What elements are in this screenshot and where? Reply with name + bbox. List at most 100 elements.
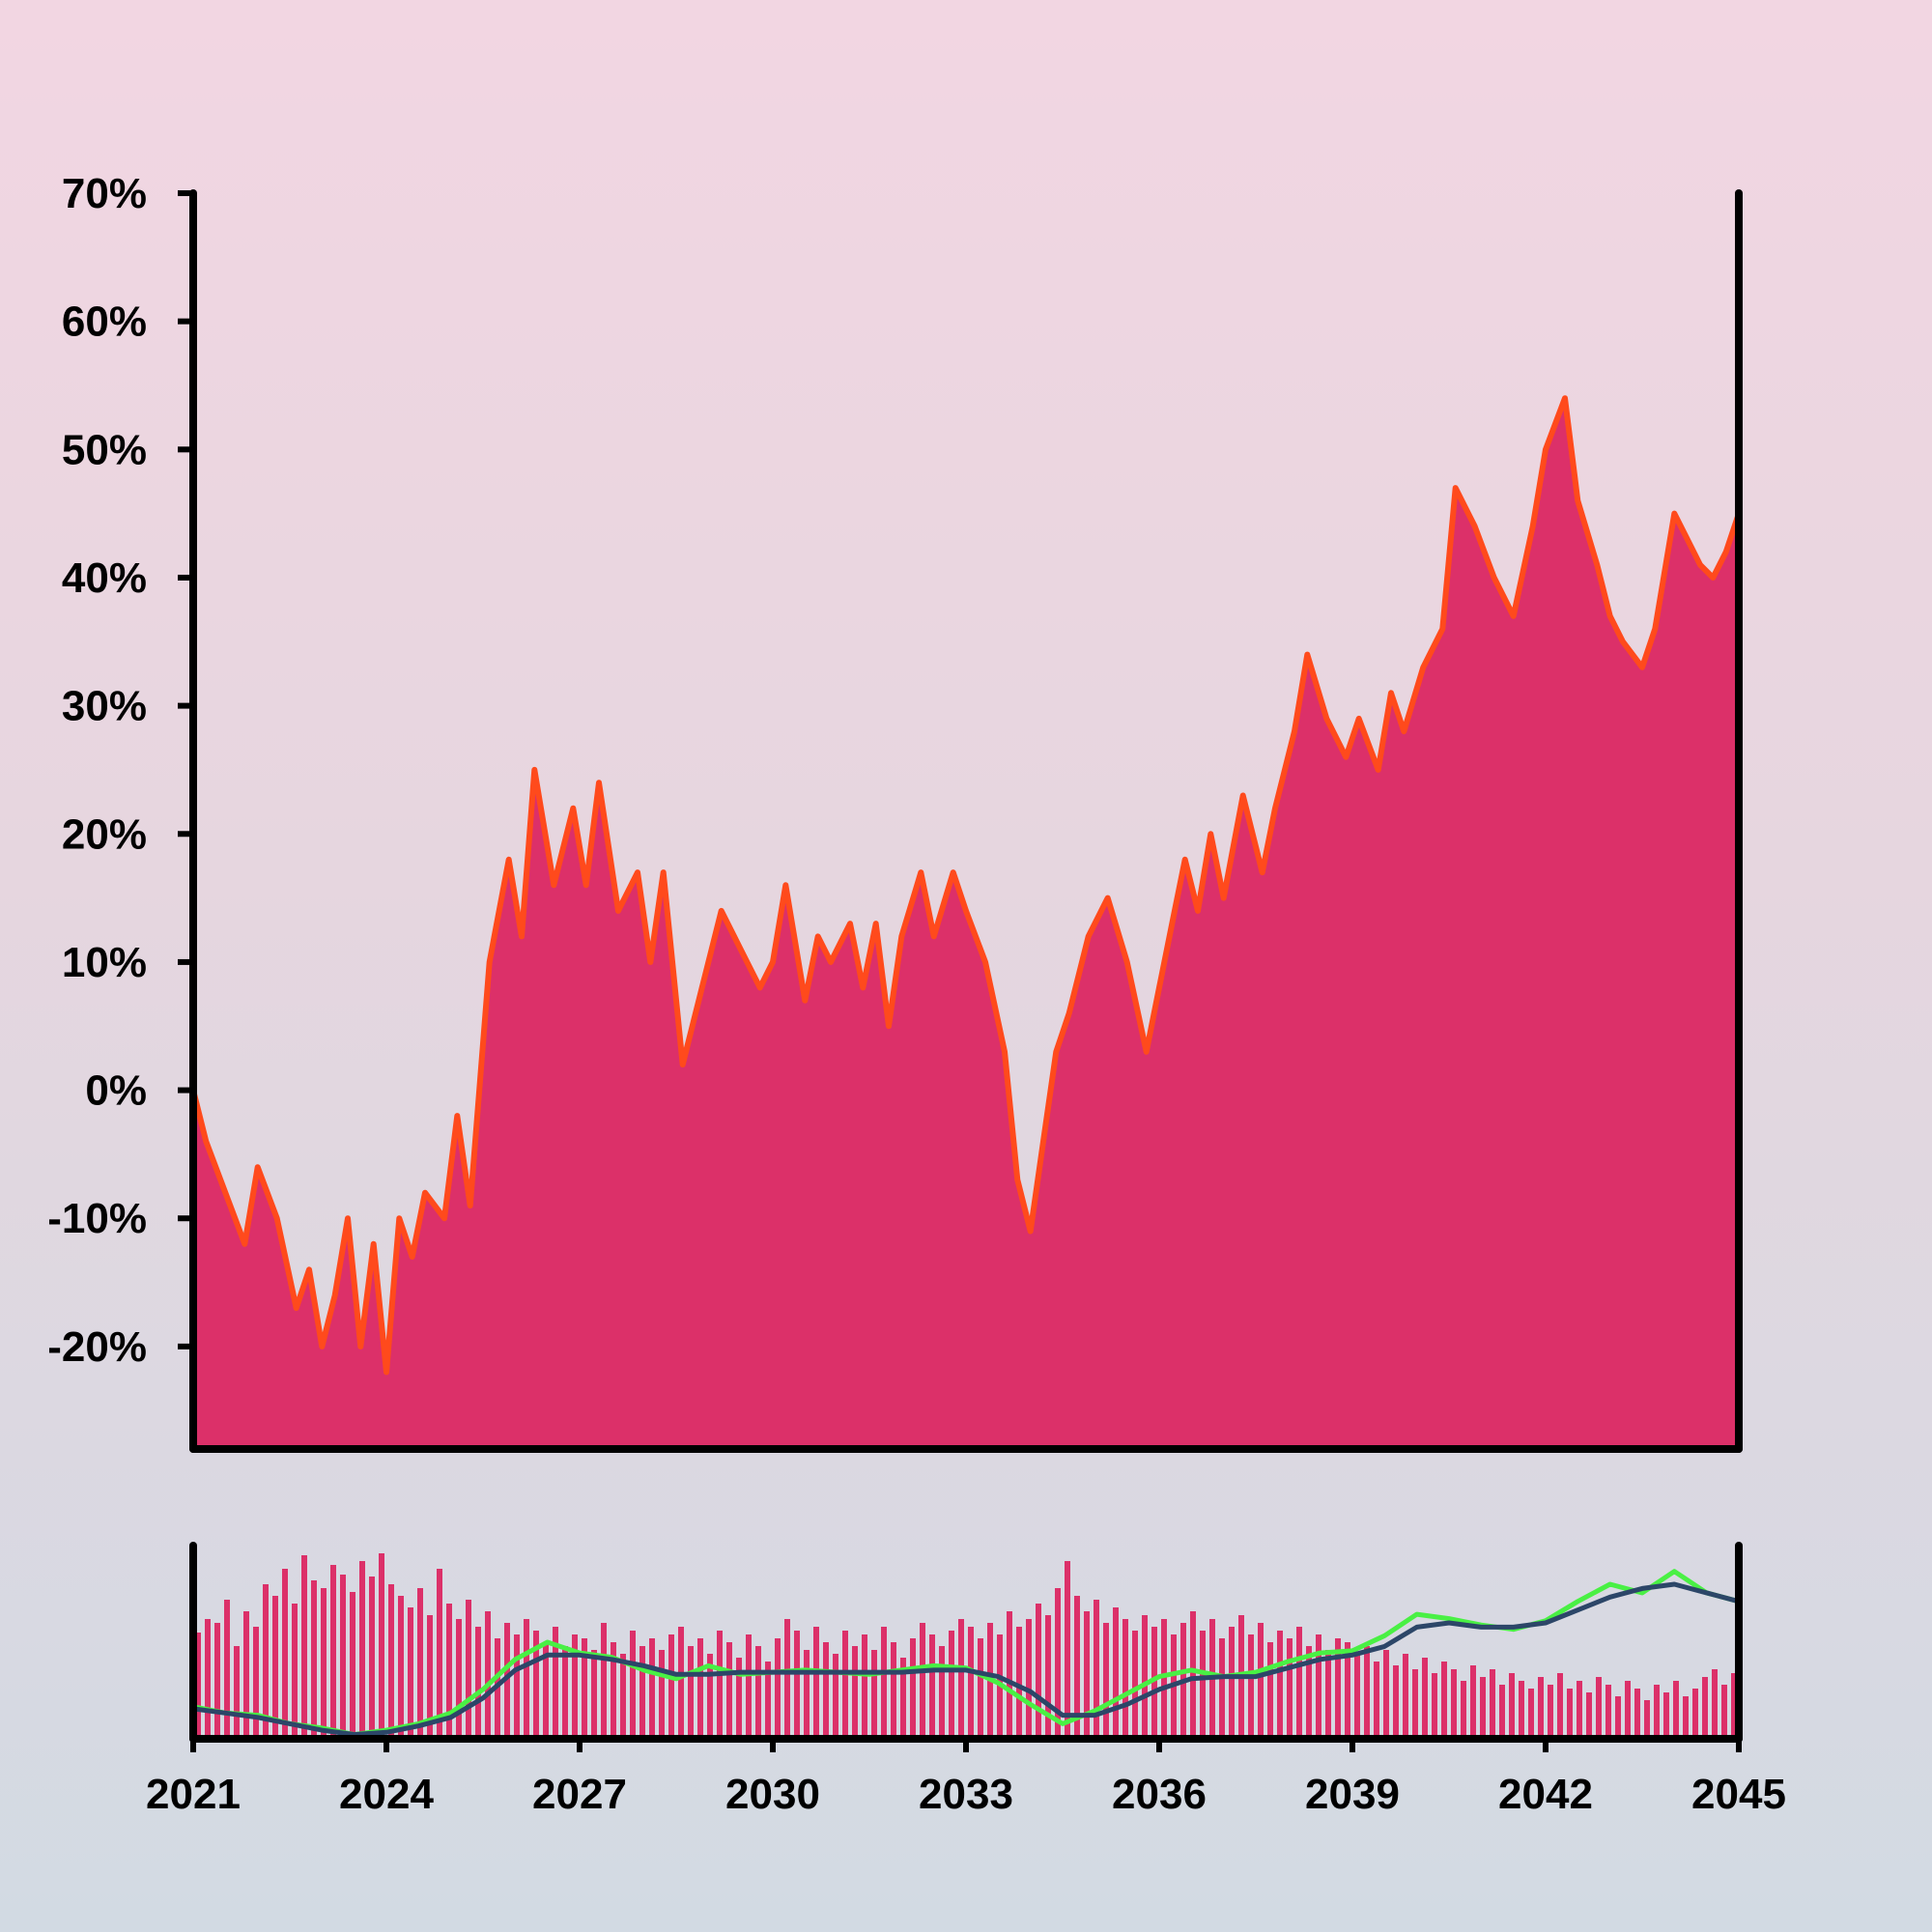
volume-bar [1441,1662,1447,1739]
volume-bar [1074,1596,1080,1739]
volume-bar [1403,1654,1408,1739]
volume-bar [900,1658,906,1739]
volume-bar [446,1604,452,1739]
volume-bar [1412,1669,1418,1739]
volume-bar [553,1627,558,1739]
volume-bar [1634,1689,1640,1739]
volume-bar [1084,1611,1090,1739]
volume-bar [350,1592,355,1739]
volume-bar [1065,1561,1070,1739]
volume-bar [833,1654,838,1739]
volume-bar [1296,1627,1302,1739]
x-tick-label: 2036 [1112,1771,1207,1818]
volume-bar [272,1596,278,1739]
volume-bar [1354,1654,1360,1739]
y-tick-label: 70% [62,170,147,217]
volume-bar [524,1619,529,1739]
volume-bar [1605,1685,1611,1739]
x-tick-label: 2024 [339,1771,434,1818]
volume-bar [649,1638,655,1739]
volume-bar [1557,1673,1563,1739]
volume-panel [189,1542,1743,1743]
y-axis: -20% -10% 0% 10% 20% 30% 40% 50% 60% 70% [47,170,193,1371]
volume-bar [978,1638,983,1739]
volume-bar [842,1631,848,1739]
volume-bar [292,1604,298,1739]
volume-bar [562,1646,568,1739]
volume-bar [1509,1673,1515,1739]
volume-bar [1432,1673,1437,1739]
ma-fast-line [192,1569,1740,1738]
volume-bar [1316,1634,1321,1739]
volume-bar [1577,1681,1582,1739]
volume-bar [340,1575,346,1739]
volume-bar [678,1627,684,1739]
volume-bar [659,1650,665,1739]
volume-bar [717,1631,723,1739]
price-line [190,395,1742,1376]
volume-bar [968,1627,974,1739]
volume-bar [456,1619,462,1739]
volume-bar [611,1642,616,1739]
volume-bar [1094,1600,1099,1739]
volume-bar [1200,1631,1206,1739]
volume-bar [408,1607,413,1739]
volume-bar [504,1623,510,1739]
volume-bar [630,1631,636,1739]
volume-bar [1422,1658,1428,1739]
x-tick-label: 2030 [725,1771,820,1818]
volume-bar [1615,1696,1621,1739]
x-tick-label: 2027 [532,1771,627,1818]
volume-bar [823,1642,829,1739]
volume-bar [1248,1634,1254,1739]
x-axis: 2021 2024 2027 2030 2033 2036 2039 2042 2045 [146,1739,1786,1818]
volume-bar [1113,1607,1119,1739]
y-tick-label: 0% [85,1067,147,1115]
x-tick-label: 2045 [1691,1771,1786,1818]
x-tick-label: 2039 [1305,1771,1400,1818]
volume-bar [1683,1696,1689,1739]
volume-bar [726,1642,732,1739]
volume-bar [1731,1673,1737,1739]
volume-bar [514,1634,520,1739]
volume-bar [688,1646,694,1739]
volume-bar [1016,1627,1022,1739]
volume-bar [1258,1623,1264,1739]
volume-bar [427,1615,433,1739]
volume-bar [1325,1650,1331,1739]
volume-bar [582,1638,587,1739]
volume-bar [1190,1611,1196,1739]
price-area [193,398,1739,1450]
volume-bar [746,1634,752,1739]
volume-bar [330,1565,336,1739]
volume-bar [1721,1685,1727,1739]
volume-bar [253,1627,259,1739]
volume-bar [871,1650,877,1739]
volume-bar [1702,1677,1708,1739]
volume-bar [485,1611,491,1739]
volume-bar [533,1631,539,1739]
y-tick-label: 10% [62,939,147,986]
volume-bar [543,1642,549,1739]
volume-bar [601,1623,607,1739]
volume-bar [920,1623,925,1739]
volume-bar [359,1561,365,1739]
y-tick-label: -10% [47,1195,147,1242]
volume-bar [282,1569,288,1739]
volume-bar [572,1634,578,1739]
volume-bar [1692,1689,1698,1739]
ma-slow-line [192,1581,1740,1738]
volume-bar [301,1555,307,1739]
volume-bar [1461,1681,1466,1739]
volume-bar [1625,1681,1631,1739]
volume-bar [224,1600,230,1739]
volume-bar [929,1634,935,1739]
x-tick-label: 2033 [919,1771,1013,1818]
volume-bar [1287,1638,1293,1739]
volume-bar [388,1584,394,1739]
volume-bar [591,1650,597,1739]
volume-bar [1335,1638,1341,1739]
volume-bar [707,1654,713,1739]
y-tick-label: 20% [62,810,147,858]
x-tick-label: 2042 [1498,1771,1593,1818]
